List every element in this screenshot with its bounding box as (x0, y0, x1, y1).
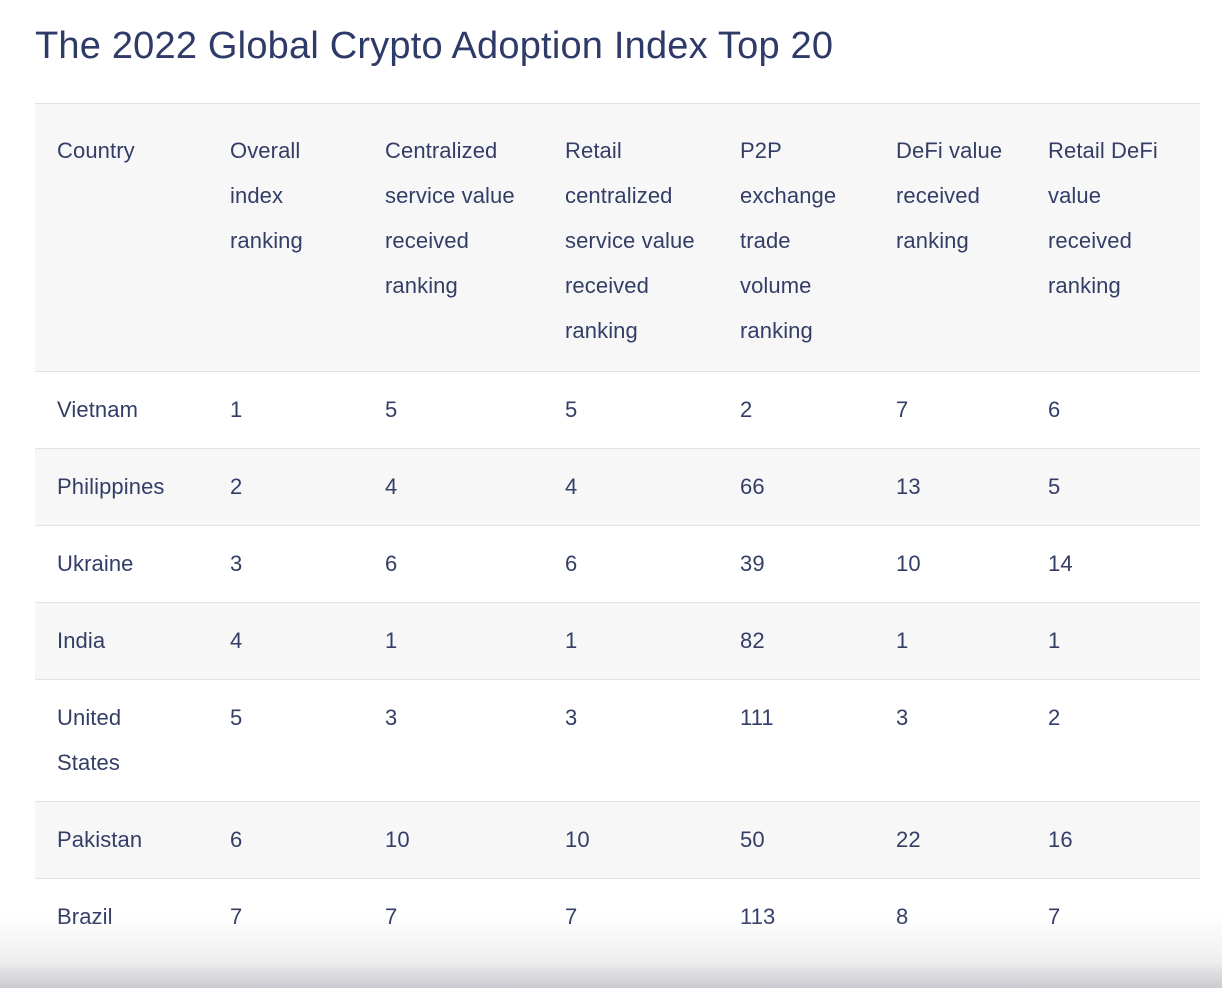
rank-cell: 10 (874, 524, 1026, 603)
rank-cell: 66 (718, 447, 874, 526)
rank-cell: 1 (543, 601, 718, 680)
rank-cell: 5 (543, 370, 718, 449)
column-header: Overall index ranking (208, 102, 363, 372)
rank-cell: 1 (874, 601, 1026, 680)
rank-cell: 2 (1026, 678, 1200, 802)
rank-cell: 5 (1026, 447, 1200, 526)
rank-cell: 1 (208, 370, 363, 449)
column-header: Retail centralized service value receive… (543, 102, 718, 372)
country-cell: India (35, 601, 208, 680)
rank-cell: 10 (543, 800, 718, 879)
rank-cell: 6 (543, 524, 718, 603)
column-header: Retail DeFi value received ranking (1026, 102, 1200, 372)
rank-cell: 13 (874, 447, 1026, 526)
rank-cell: 8 (874, 877, 1026, 955)
rank-cell: 3 (874, 678, 1026, 802)
table-row: United States 5 3 3 111 3 2 (35, 678, 1200, 802)
country-cell: Ukraine (35, 524, 208, 603)
rank-cell: 1 (1026, 601, 1200, 680)
column-header: Country (35, 102, 208, 372)
rank-cell: 3 (208, 524, 363, 603)
country-cell: Philippines (35, 447, 208, 526)
rank-cell: 10 (363, 800, 543, 879)
rank-cell: 2 (718, 370, 874, 449)
rank-cell: 39 (718, 524, 874, 603)
rank-cell: 113 (718, 877, 874, 955)
crypto-adoption-table: Country Overall index ranking Centralized … (35, 102, 1200, 955)
rank-cell: 2 (208, 447, 363, 526)
rank-cell: 16 (1026, 800, 1200, 879)
country-cell: Brazil (35, 877, 208, 955)
table-header: Country Overall index ranking Centralized … (35, 102, 1200, 372)
rank-cell: 6 (1026, 370, 1200, 449)
rank-cell: 7 (208, 877, 363, 955)
table-row: Philippines 2 4 4 66 13 5 (35, 447, 1200, 526)
rank-cell: 4 (363, 447, 543, 526)
rank-cell: 1 (363, 601, 543, 680)
rank-cell: 50 (718, 800, 874, 879)
table-row: Vietnam 1 5 5 2 7 6 (35, 370, 1200, 449)
rank-cell: 22 (874, 800, 1026, 879)
rank-cell: 111 (718, 678, 874, 802)
page-title: The 2022 Global Crypto Adoption Index To… (35, 25, 834, 67)
column-header: DeFi value received ranking (874, 102, 1026, 372)
rank-cell: 82 (718, 601, 874, 680)
table-row: Pakistan 6 10 10 50 22 16 (35, 800, 1200, 879)
rank-cell: 5 (208, 678, 363, 802)
rank-cell: 7 (543, 877, 718, 955)
table-row: India 4 1 1 82 1 1 (35, 601, 1200, 680)
rank-cell: 4 (208, 601, 363, 680)
rank-cell: 6 (208, 800, 363, 879)
rank-cell: 3 (363, 678, 543, 802)
column-header: Centralized service value received ranki… (363, 102, 543, 372)
rank-cell: 7 (363, 877, 543, 955)
rank-cell: 5 (363, 370, 543, 449)
rank-cell: 3 (543, 678, 718, 802)
country-cell: United States (35, 678, 208, 802)
rank-cell: 7 (874, 370, 1026, 449)
rank-cell: 6 (363, 524, 543, 603)
country-cell: Vietnam (35, 370, 208, 449)
rank-cell: 4 (543, 447, 718, 526)
column-header: P2P exchange trade volume ranking (718, 102, 874, 372)
rank-cell: 7 (1026, 877, 1200, 955)
table-row: Brazil 7 7 7 113 8 7 (35, 877, 1200, 955)
country-cell: Pakistan (35, 800, 208, 879)
table-body: Vietnam 1 5 5 2 7 6 Philippines 2 4 4 66 13 5 Ukraine 3… (35, 370, 1200, 955)
table-row: Ukraine 3 6 6 39 10 14 (35, 524, 1200, 603)
rank-cell: 14 (1026, 524, 1200, 603)
table-header-row: Country Overall index ranking Centralized … (35, 102, 1200, 372)
